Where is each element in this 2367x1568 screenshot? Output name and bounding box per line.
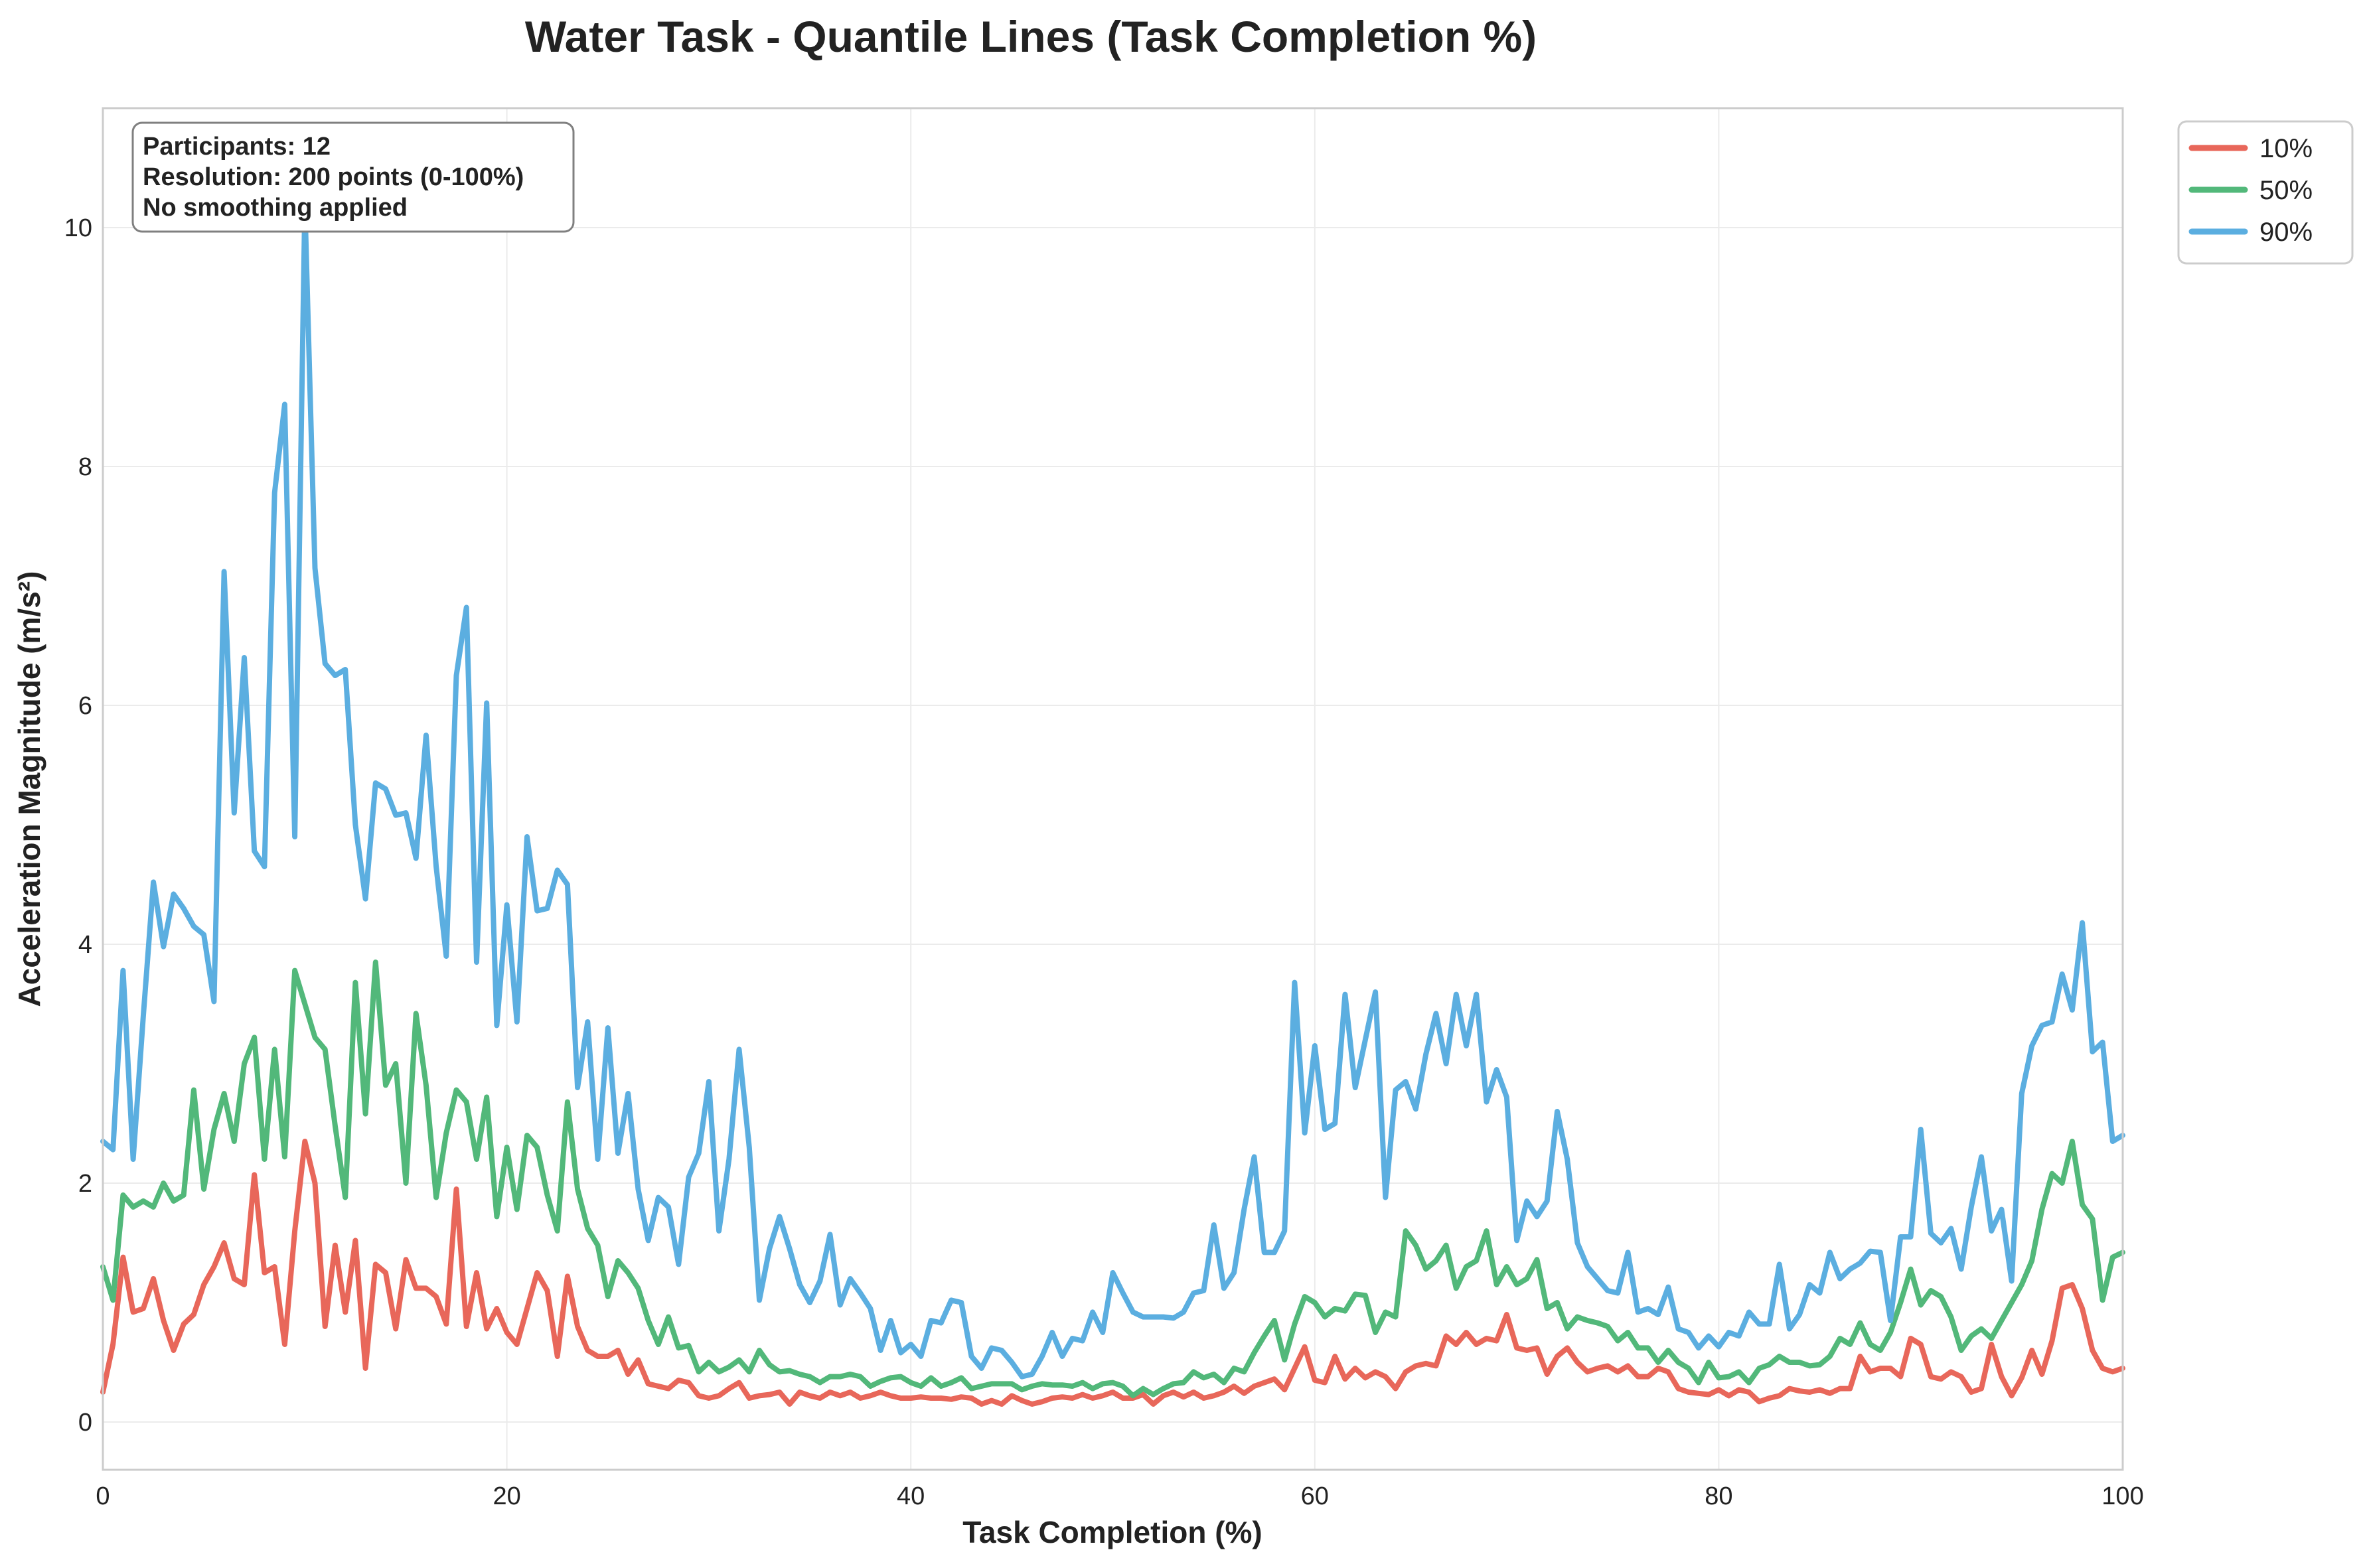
series-line-50pct xyxy=(100,960,2125,1399)
legend: 10% 50% 90% xyxy=(2177,120,2354,265)
y-tick-label: 2 xyxy=(78,1170,92,1198)
legend-frame xyxy=(2177,120,2354,265)
x-tick-label: 20 xyxy=(493,1482,520,1510)
plot-area xyxy=(100,107,2125,1471)
y-tick-label: 6 xyxy=(78,692,92,720)
plot-background xyxy=(103,108,2123,1470)
annotation-box: Participants: 12 Resolution: 200 points … xyxy=(131,121,575,233)
x-tick-label: 60 xyxy=(1301,1482,1329,1510)
ticks: 0 20 40 60 80 100 0 2 4 6 8 10 xyxy=(64,214,2144,1510)
y-tick-label: 10 xyxy=(64,214,92,242)
x-tick-label: 40 xyxy=(897,1482,925,1510)
series-line-90pct xyxy=(100,201,2125,1380)
annotation-line: Participants: 12 xyxy=(143,133,331,161)
legend-label: 50% xyxy=(2259,176,2313,205)
x-tick-label: 80 xyxy=(1705,1482,1732,1510)
x-tick-label: 100 xyxy=(2101,1482,2143,1510)
x-axis-label: Task Completion (%) xyxy=(962,1515,1262,1549)
legend-label: 90% xyxy=(2259,218,2313,247)
plot-frame xyxy=(102,107,2124,1471)
y-tick-label: 0 xyxy=(78,1409,92,1437)
legend-label: 10% xyxy=(2259,134,2313,163)
series-line-10pct xyxy=(100,1139,2125,1407)
y-tick-label: 4 xyxy=(78,931,92,959)
annotation-line: Resolution: 200 points (0-100%) xyxy=(143,163,524,191)
y-axis-label: Acceleration Magnitude (m/s²) xyxy=(12,571,46,1007)
chart-title: Water Task - Quantile Lines (Task Comple… xyxy=(525,12,1537,61)
annotation-frame xyxy=(131,121,575,233)
y-tick-label: 8 xyxy=(78,453,92,481)
series-lines xyxy=(100,201,2125,1407)
x-tick-label: 0 xyxy=(96,1482,110,1510)
annotation-line: No smoothing applied xyxy=(143,194,408,222)
